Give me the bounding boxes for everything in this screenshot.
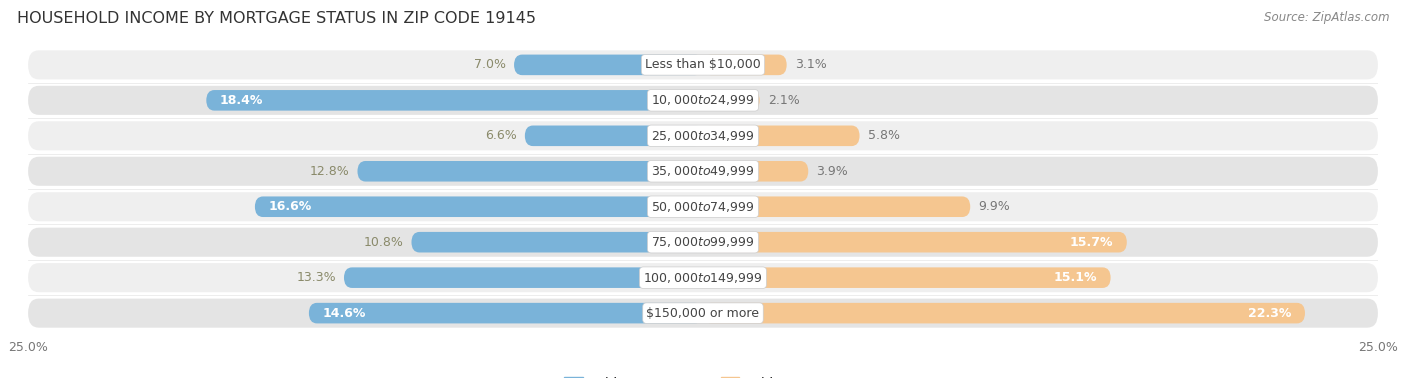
Text: $25,000 to $34,999: $25,000 to $34,999: [651, 129, 755, 143]
Text: 22.3%: 22.3%: [1249, 307, 1292, 320]
Text: $150,000 or more: $150,000 or more: [647, 307, 759, 320]
FancyBboxPatch shape: [703, 125, 859, 146]
Text: $75,000 to $99,999: $75,000 to $99,999: [651, 235, 755, 249]
FancyBboxPatch shape: [703, 197, 970, 217]
FancyBboxPatch shape: [703, 90, 759, 111]
FancyBboxPatch shape: [412, 232, 703, 253]
FancyBboxPatch shape: [28, 50, 1378, 79]
Text: $100,000 to $149,999: $100,000 to $149,999: [644, 271, 762, 285]
FancyBboxPatch shape: [515, 54, 703, 75]
FancyBboxPatch shape: [28, 299, 1378, 328]
Text: $10,000 to $24,999: $10,000 to $24,999: [651, 93, 755, 107]
Text: 16.6%: 16.6%: [269, 200, 312, 213]
FancyBboxPatch shape: [207, 90, 703, 111]
Text: 13.3%: 13.3%: [297, 271, 336, 284]
Text: 6.6%: 6.6%: [485, 129, 517, 142]
Text: 12.8%: 12.8%: [309, 165, 349, 178]
FancyBboxPatch shape: [28, 157, 1378, 186]
Text: Source: ZipAtlas.com: Source: ZipAtlas.com: [1264, 11, 1389, 24]
Text: 2.1%: 2.1%: [768, 94, 800, 107]
Text: 3.9%: 3.9%: [817, 165, 848, 178]
FancyBboxPatch shape: [703, 232, 1126, 253]
FancyBboxPatch shape: [357, 161, 703, 181]
FancyBboxPatch shape: [28, 228, 1378, 257]
FancyBboxPatch shape: [524, 125, 703, 146]
FancyBboxPatch shape: [344, 267, 703, 288]
Text: Less than $10,000: Less than $10,000: [645, 58, 761, 71]
Text: HOUSEHOLD INCOME BY MORTGAGE STATUS IN ZIP CODE 19145: HOUSEHOLD INCOME BY MORTGAGE STATUS IN Z…: [17, 11, 536, 26]
Text: $35,000 to $49,999: $35,000 to $49,999: [651, 164, 755, 178]
FancyBboxPatch shape: [28, 121, 1378, 150]
Text: 18.4%: 18.4%: [219, 94, 263, 107]
FancyBboxPatch shape: [28, 263, 1378, 292]
FancyBboxPatch shape: [703, 54, 787, 75]
Text: 10.8%: 10.8%: [364, 236, 404, 249]
Text: 7.0%: 7.0%: [474, 58, 506, 71]
Text: 5.8%: 5.8%: [868, 129, 900, 142]
Legend: Without Mortgage, With Mortgage: Without Mortgage, With Mortgage: [564, 376, 842, 378]
FancyBboxPatch shape: [703, 267, 1111, 288]
FancyBboxPatch shape: [28, 192, 1378, 221]
FancyBboxPatch shape: [254, 197, 703, 217]
Text: 15.1%: 15.1%: [1053, 271, 1097, 284]
Text: 15.7%: 15.7%: [1070, 236, 1114, 249]
FancyBboxPatch shape: [309, 303, 703, 324]
Text: 14.6%: 14.6%: [322, 307, 366, 320]
Text: 3.1%: 3.1%: [794, 58, 827, 71]
Text: 9.9%: 9.9%: [979, 200, 1010, 213]
FancyBboxPatch shape: [703, 161, 808, 181]
Text: $50,000 to $74,999: $50,000 to $74,999: [651, 200, 755, 214]
FancyBboxPatch shape: [28, 86, 1378, 115]
FancyBboxPatch shape: [703, 303, 1305, 324]
